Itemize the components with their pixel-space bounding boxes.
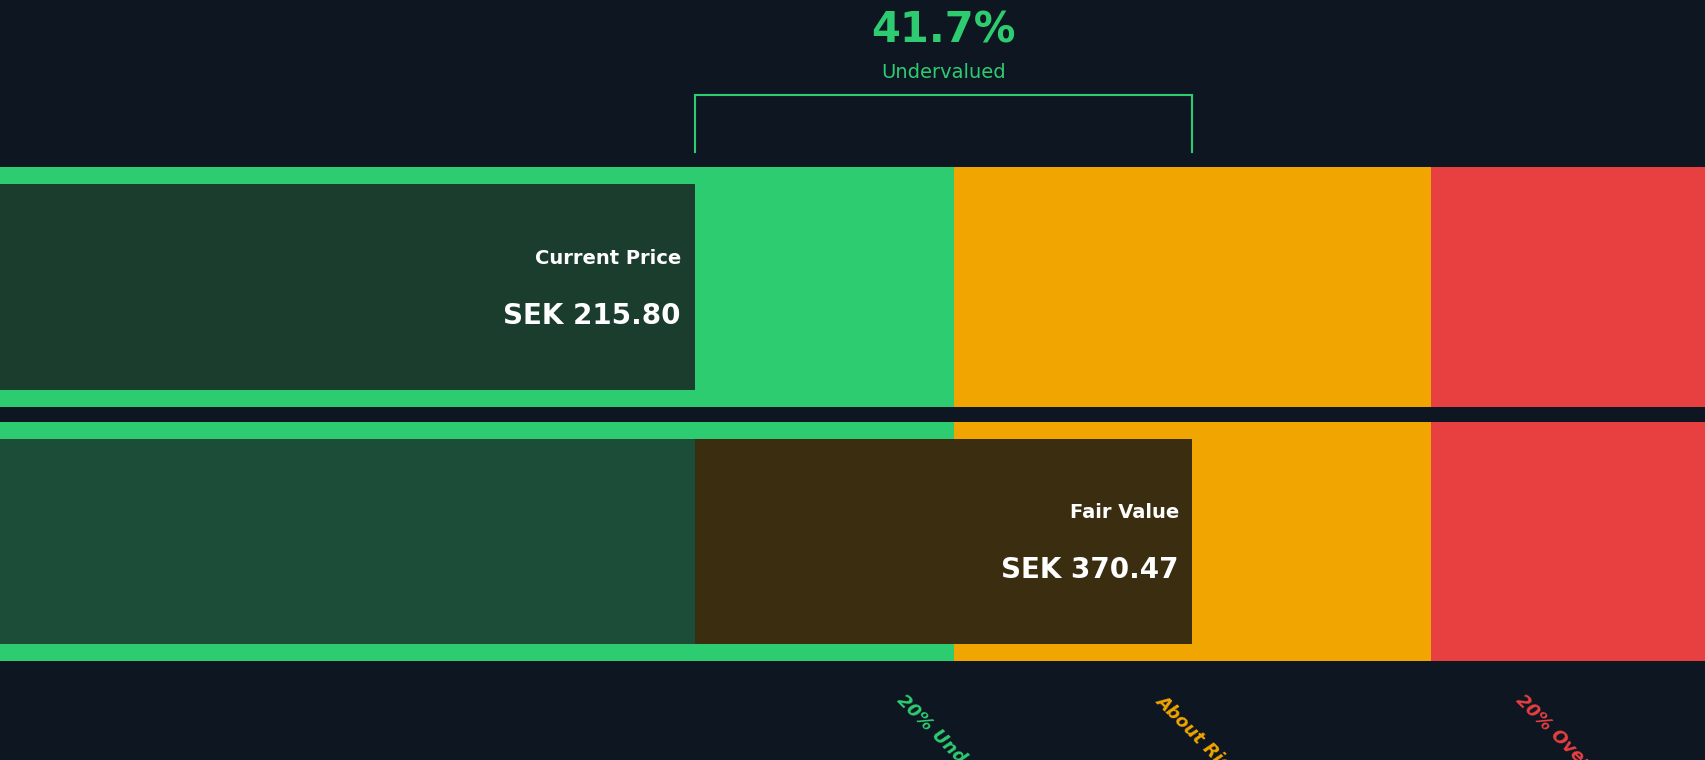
Text: About Right: About Right (1151, 692, 1250, 760)
Bar (0, 422, 953, 661)
Bar (1430, 422, 1705, 661)
Bar (953, 167, 1430, 407)
Bar (694, 439, 1192, 644)
Text: 41.7%: 41.7% (871, 9, 1014, 52)
Bar (1430, 167, 1705, 407)
Text: Undervalued: Undervalued (881, 62, 1006, 81)
Bar (0, 167, 953, 407)
Text: 20% Undervalued: 20% Undervalued (892, 692, 1032, 760)
Bar (0, 439, 1192, 644)
Text: SEK 215.80: SEK 215.80 (503, 302, 680, 330)
Text: Current Price: Current Price (534, 249, 680, 268)
Text: Fair Value: Fair Value (1069, 503, 1178, 522)
Bar (953, 422, 1430, 661)
Text: SEK 370.47: SEK 370.47 (1001, 556, 1178, 584)
Bar (0, 184, 694, 390)
Text: 20% Overvalued: 20% Overvalued (1511, 692, 1640, 760)
